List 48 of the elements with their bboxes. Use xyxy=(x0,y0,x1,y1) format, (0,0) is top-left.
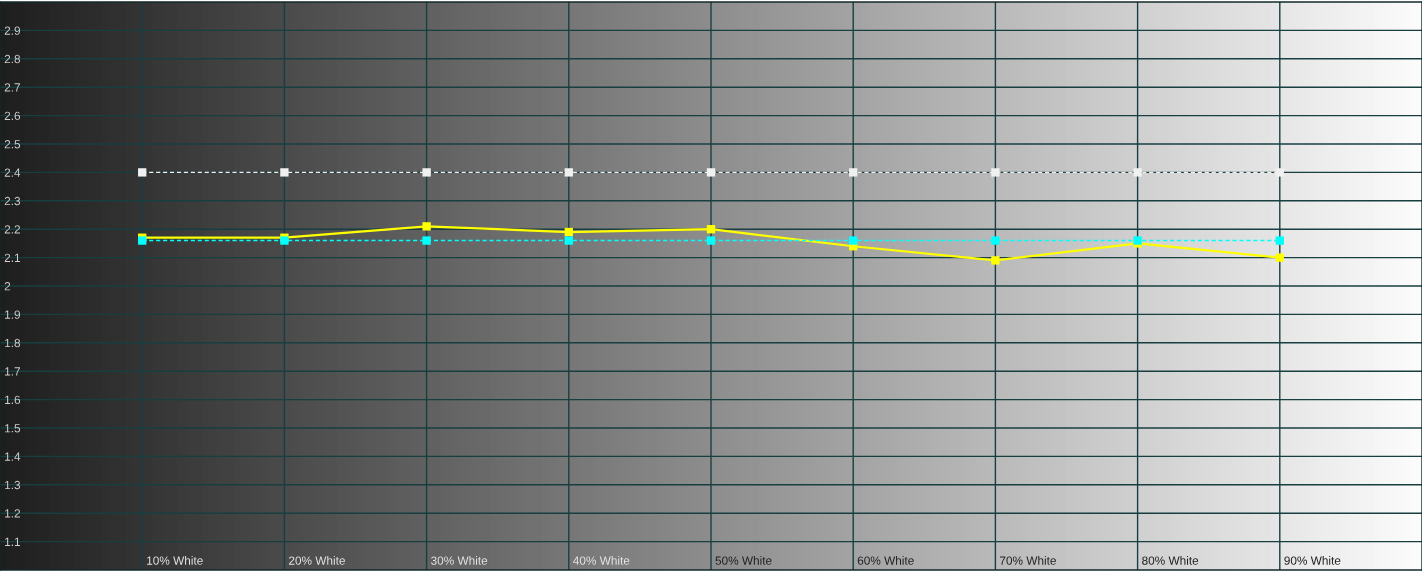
y-tick-label: 1.1 xyxy=(5,537,20,546)
x-tick-label: 40% White xyxy=(573,556,630,565)
x-tick-label: 90% White xyxy=(1284,556,1341,565)
y-tick-label: 2 xyxy=(4,282,11,291)
point xyxy=(422,222,431,231)
y-tick-label: 2.3 xyxy=(4,196,21,206)
x-tick-label: 70% White xyxy=(1000,556,1056,565)
x-tick-label: 50% White xyxy=(715,556,772,565)
point xyxy=(706,168,716,177)
point xyxy=(991,236,1000,245)
point xyxy=(564,168,573,177)
point xyxy=(1275,236,1284,245)
x-tick-label: 80% White xyxy=(1142,556,1199,565)
x-tick-label: 10% White xyxy=(147,556,203,565)
x-tick-label: 20% White xyxy=(288,556,345,565)
y-tick-label: 1.4 xyxy=(5,452,21,461)
point xyxy=(991,168,1000,177)
y-tick-label: 2.8 xyxy=(4,54,21,64)
point xyxy=(280,168,289,177)
y-tick-label: 2.1 xyxy=(4,253,20,262)
point xyxy=(564,227,573,237)
y-tick-label: 2.4 xyxy=(4,168,21,177)
y-tick-label: 1.7 xyxy=(5,367,20,376)
y-tick-label: 1.3 xyxy=(5,480,21,490)
y-tick-label: 2.9 xyxy=(4,26,21,35)
point xyxy=(422,168,431,177)
point xyxy=(564,236,573,245)
point xyxy=(991,256,1000,265)
y-tick-label: 2.7 xyxy=(4,83,20,92)
point xyxy=(706,225,716,234)
y-tick-label: 2.6 xyxy=(4,111,21,120)
point xyxy=(138,168,147,177)
point xyxy=(849,236,858,245)
y-tick-label: 2.2 xyxy=(4,225,20,234)
y-tick-label: 2.5 xyxy=(4,140,21,149)
y-tick-label: 1.9 xyxy=(5,310,21,319)
y-tick-label: 1.6 xyxy=(5,395,21,404)
point xyxy=(1133,168,1142,177)
point xyxy=(1275,168,1284,177)
y-tick-label: 1.8 xyxy=(5,338,21,348)
point xyxy=(706,236,716,245)
y-tick-label: 1.2 xyxy=(5,509,20,518)
point xyxy=(422,236,431,245)
x-tick-label: 60% White xyxy=(857,556,914,565)
y-tick-label: 1.5 xyxy=(5,424,21,433)
point xyxy=(1275,253,1284,262)
x-tick-label: 30% White xyxy=(431,556,488,565)
point xyxy=(849,168,858,177)
